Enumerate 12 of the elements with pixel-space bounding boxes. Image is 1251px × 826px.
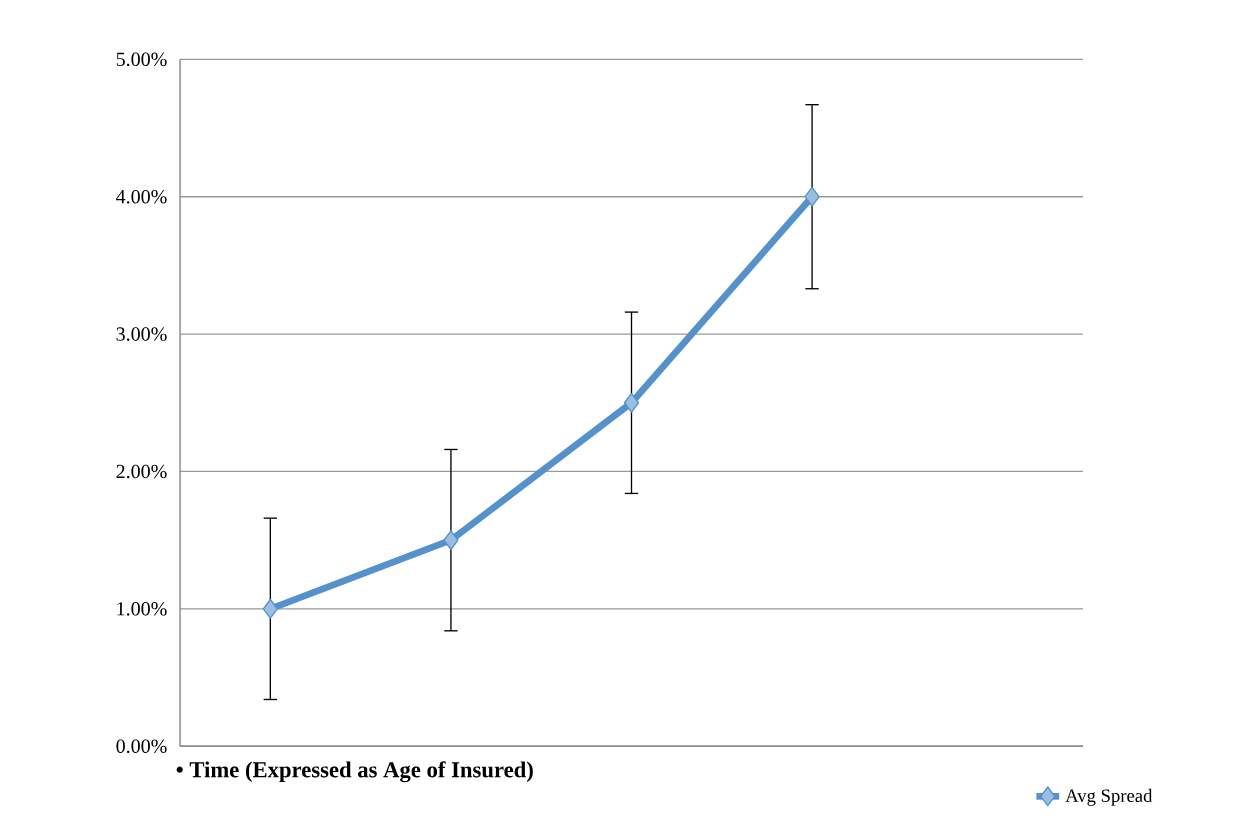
point (262, 598, 279, 619)
point (804, 186, 820, 207)
y-tick-label: 0.00% (116, 739, 167, 753)
y-tick-label: 1.00% (117, 601, 167, 616)
point (443, 530, 459, 551)
x-axis-title: • Time (Expressed as Age of Insured) (176, 761, 533, 783)
point (623, 392, 640, 413)
y-tick-label: 5.00% (116, 52, 167, 67)
y-tick-label: 4.00% (116, 189, 167, 204)
legend-label: Avg Spread (1065, 788, 1153, 806)
y-tick-label: 3.00% (116, 327, 167, 341)
y-tick-label: 2.00% (116, 464, 167, 479)
